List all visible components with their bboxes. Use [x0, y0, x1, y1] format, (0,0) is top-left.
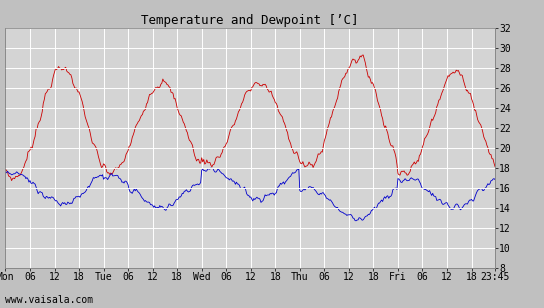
Text: www.vaisala.com: www.vaisala.com: [5, 295, 94, 305]
Title: Temperature and Dewpoint [’C]: Temperature and Dewpoint [’C]: [141, 14, 359, 26]
